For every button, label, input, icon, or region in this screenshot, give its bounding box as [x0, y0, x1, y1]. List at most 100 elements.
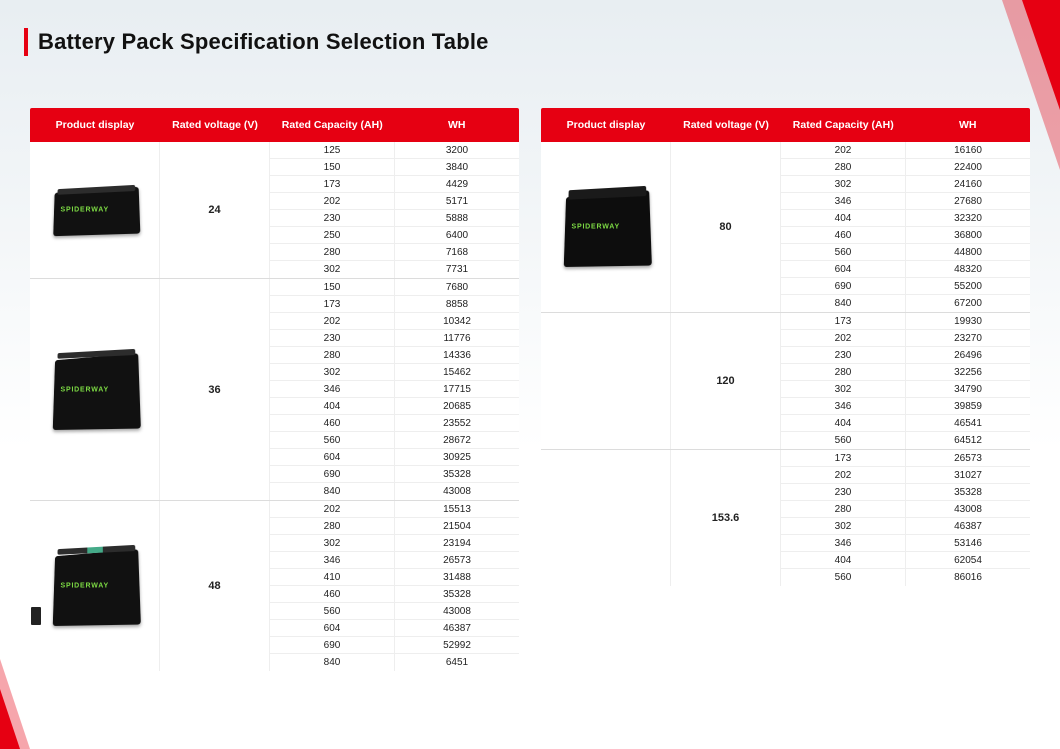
table-row: 250 6400 — [270, 227, 519, 244]
table-row: 202 10342 — [270, 313, 519, 330]
cell-capacity: 230 — [781, 484, 906, 501]
cell-wh: 32320 — [906, 210, 1030, 227]
battery-pack-icon: SPIDERWAY — [556, 182, 656, 272]
cell-capacity: 346 — [781, 193, 906, 210]
cell-product-display: SPIDERWAY — [30, 501, 160, 671]
cell-capacity: 173 — [270, 176, 395, 193]
cell-capacity: 125 — [270, 142, 395, 159]
cell-capacity: 460 — [270, 586, 395, 603]
cell-capacity: 404 — [270, 398, 395, 415]
cell-wh: 46387 — [906, 518, 1030, 535]
cell-capacity: 202 — [781, 142, 906, 159]
cell-wh: 3840 — [395, 159, 519, 176]
table-row: 302 7731 — [270, 261, 519, 278]
cell-wh: 23270 — [906, 330, 1030, 347]
cell-capacity: 280 — [270, 518, 395, 535]
table-row: 346 53146 — [781, 535, 1030, 552]
cell-product-display: SPIDERWAY — [541, 142, 671, 312]
cell-capacity: 346 — [781, 535, 906, 552]
header-product-display: Product display — [30, 108, 160, 142]
cell-capacity: 250 — [270, 227, 395, 244]
table-header: Product display Rated voltage (V) Rated … — [541, 108, 1030, 142]
header-wh: WH — [906, 108, 1031, 142]
cell-rated-voltage: 120 — [671, 313, 781, 449]
table-row: 302 24160 — [781, 176, 1030, 193]
cell-wh: 48320 — [906, 261, 1030, 278]
cell-wh: 34790 — [906, 381, 1030, 398]
cell-capacity: 560 — [270, 603, 395, 620]
cell-wh: 32256 — [906, 364, 1030, 381]
table-row: 230 35328 — [781, 484, 1030, 501]
brand-label: SPIDERWAY — [61, 583, 109, 590]
table-body-left: SPIDERWAY 24 125 3200 150 3840 173 4429 … — [30, 142, 519, 671]
cell-wh: 46541 — [906, 415, 1030, 432]
table-row: 690 35328 — [270, 466, 519, 483]
cell-capacity: 346 — [270, 552, 395, 569]
cell-capacity: 404 — [781, 415, 906, 432]
cell-capacity: 404 — [781, 552, 906, 569]
cell-capacity: 840 — [781, 295, 906, 312]
cell-wh: 3200 — [395, 142, 519, 159]
table-row: 840 6451 — [270, 654, 519, 671]
capacity-rows: 125 3200 150 3840 173 4429 202 5171 230 … — [270, 142, 519, 278]
table-row: 125 3200 — [270, 142, 519, 159]
cell-wh: 35328 — [395, 466, 519, 483]
table-row: 840 43008 — [270, 483, 519, 500]
table-row: 560 86016 — [781, 569, 1030, 586]
header-rated-voltage: Rated voltage (V) — [671, 108, 781, 142]
cell-capacity: 690 — [270, 637, 395, 654]
table-row: 280 22400 — [781, 159, 1030, 176]
table-row: 230 5888 — [270, 210, 519, 227]
cell-capacity: 840 — [270, 483, 395, 500]
cell-wh: 46387 — [395, 620, 519, 637]
cell-product-display: SPIDERWAY — [30, 279, 160, 500]
cell-capacity: 346 — [781, 398, 906, 415]
cell-wh: 67200 — [906, 295, 1030, 312]
cell-wh: 14336 — [395, 347, 519, 364]
cell-wh: 39859 — [906, 398, 1030, 415]
cell-capacity: 280 — [781, 364, 906, 381]
cell-wh: 53146 — [906, 535, 1030, 552]
cell-wh: 27680 — [906, 193, 1030, 210]
cell-wh: 8858 — [395, 296, 519, 313]
table-row: 202 15513 — [270, 501, 519, 518]
table-row: 302 15462 — [270, 364, 519, 381]
cell-rated-voltage: 24 — [160, 142, 270, 278]
cell-wh: 7680 — [395, 279, 519, 296]
table-row: 150 7680 — [270, 279, 519, 296]
table-row: 560 43008 — [270, 603, 519, 620]
cell-capacity: 150 — [270, 159, 395, 176]
table-row: 690 52992 — [270, 637, 519, 654]
table-row: 280 14336 — [270, 347, 519, 364]
brand-label: SPIDERWAY — [572, 224, 620, 231]
capacity-rows: 202 16160 280 22400 302 24160 346 27680 … — [781, 142, 1030, 312]
table-row: 346 39859 — [781, 398, 1030, 415]
cell-wh: 26573 — [395, 552, 519, 569]
capacity-rows: 173 19930 202 23270 230 26496 280 32256 … — [781, 313, 1030, 449]
table-row: 604 48320 — [781, 261, 1030, 278]
cell-capacity: 560 — [781, 569, 906, 586]
header-product-display: Product display — [541, 108, 671, 142]
capacity-rows: 150 7680 173 8858 202 10342 230 11776 28… — [270, 279, 519, 500]
table-row: 202 5171 — [270, 193, 519, 210]
cell-wh: 55200 — [906, 278, 1030, 295]
cell-capacity: 302 — [781, 381, 906, 398]
cell-capacity: 460 — [270, 415, 395, 432]
brand-label: SPIDERWAY — [61, 386, 109, 393]
table-row: 410 31488 — [270, 569, 519, 586]
title-accent-bar — [24, 28, 28, 56]
table-row: 346 27680 — [781, 193, 1030, 210]
capacity-rows: 202 15513 280 21504 302 23194 346 26573 … — [270, 501, 519, 671]
cell-capacity: 302 — [781, 176, 906, 193]
battery-pack-icon: SPIDERWAY — [45, 345, 145, 435]
table-header: Product display Rated voltage (V) Rated … — [30, 108, 519, 142]
table-row: 460 36800 — [781, 227, 1030, 244]
table-row: 604 30925 — [270, 449, 519, 466]
table-row: 173 8858 — [270, 296, 519, 313]
cell-wh: 5171 — [395, 193, 519, 210]
table-body-right: SPIDERWAY 80 202 16160 280 22400 302 241… — [541, 142, 1030, 586]
cell-capacity: 173 — [270, 296, 395, 313]
table-row: 346 17715 — [270, 381, 519, 398]
header-rated-voltage: Rated voltage (V) — [160, 108, 270, 142]
cell-wh: 26496 — [906, 347, 1030, 364]
